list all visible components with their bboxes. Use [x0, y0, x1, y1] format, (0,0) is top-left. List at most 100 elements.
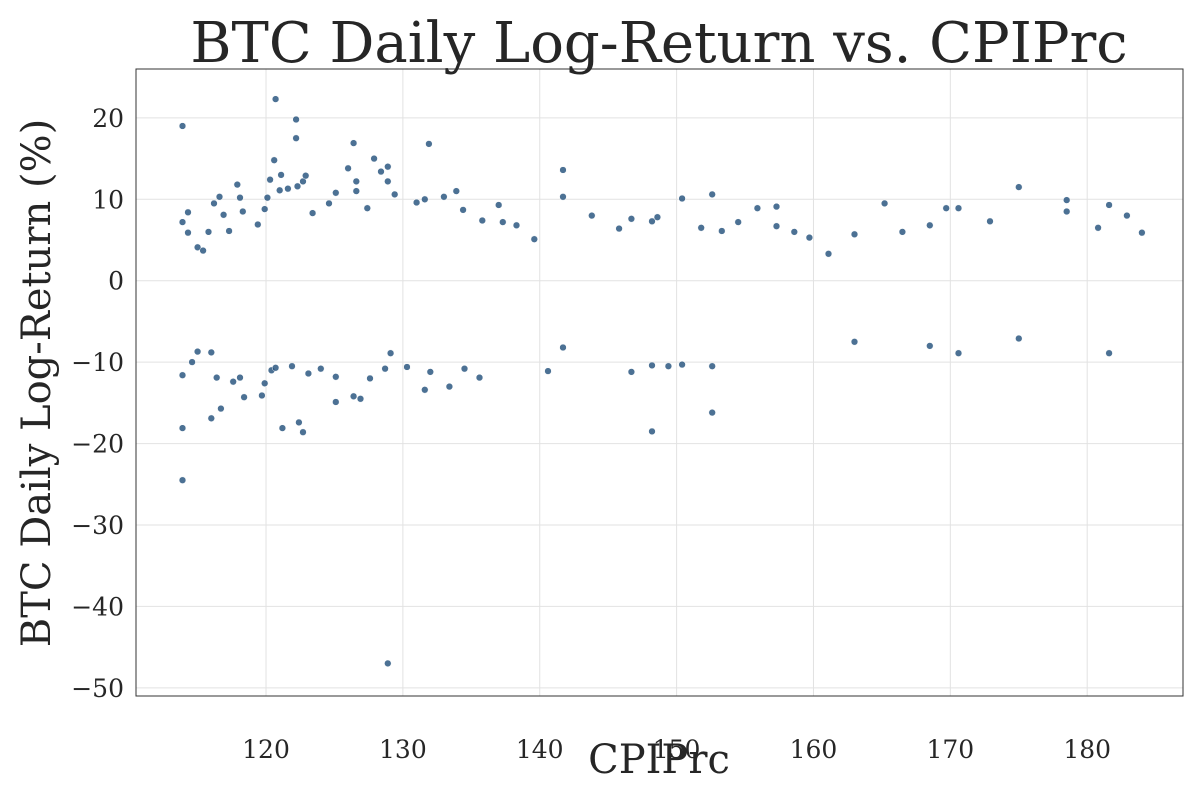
data-point: [1105, 349, 1113, 357]
data-point: [478, 216, 486, 225]
data-point: [363, 204, 371, 212]
data-point: [217, 404, 225, 413]
y-tick-label: −30: [71, 511, 124, 540]
y-tick-label: −40: [71, 592, 124, 621]
y-tick-label: −50: [71, 674, 124, 703]
data-point: [229, 378, 237, 386]
x-tick-label: 150: [653, 735, 701, 764]
data-point: [349, 392, 358, 400]
data-point: [384, 659, 392, 668]
data-point: [278, 424, 287, 432]
data-point: [370, 154, 378, 163]
data-point: [236, 373, 244, 382]
data-point: [718, 227, 726, 235]
x-tick-label: 160: [790, 735, 838, 764]
data-point: [381, 365, 389, 373]
data-point: [898, 228, 907, 236]
data-point: [499, 218, 507, 226]
data-point: [317, 365, 325, 373]
data-point: [445, 382, 454, 391]
data-point: [403, 363, 411, 371]
data-point: [664, 362, 673, 370]
chart-title: BTC Daily Log-Return vs. CPIPrc: [190, 11, 1127, 76]
data-point: [261, 379, 269, 387]
data-point: [276, 186, 284, 194]
data-point: [1063, 207, 1071, 216]
data-point: [954, 349, 963, 357]
data-point: [210, 199, 218, 208]
data-point: [332, 189, 340, 197]
data-point: [954, 204, 963, 212]
data-point: [986, 217, 994, 225]
data-point: [926, 221, 934, 229]
data-point: [1015, 334, 1023, 343]
data-point: [263, 194, 272, 202]
data-point: [391, 190, 399, 199]
data-point: [653, 213, 662, 221]
data-point: [627, 368, 636, 376]
y-tick-label: −20: [71, 430, 124, 459]
data-point: [544, 367, 552, 375]
x-tick-label: 170: [926, 735, 974, 764]
data-point: [178, 424, 187, 432]
data-point: [850, 230, 859, 238]
data-point: [772, 202, 781, 211]
data-point: [254, 220, 262, 229]
data-point: [648, 427, 656, 436]
data-point: [850, 338, 859, 346]
data-point: [199, 246, 207, 255]
data-point: [1105, 201, 1113, 209]
data-point: [240, 393, 248, 401]
data-point: [1063, 196, 1071, 204]
data-point: [1094, 224, 1102, 232]
data-point: [233, 180, 241, 189]
data-point: [559, 193, 567, 201]
data-point: [708, 362, 716, 370]
data-point: [648, 361, 656, 370]
data-point: [325, 199, 333, 208]
data-point: [366, 374, 374, 383]
data-point: [495, 201, 503, 209]
data-point: [421, 386, 429, 394]
data-point: [352, 187, 360, 195]
data-point: [239, 207, 247, 216]
x-tick-label: 140: [516, 735, 564, 764]
data-point: [460, 365, 469, 373]
data-point: [377, 167, 385, 176]
data-point: [308, 209, 317, 217]
x-tick-label: 130: [379, 735, 427, 764]
y-axis-label: BTC Daily Log-Return (%): [14, 119, 60, 647]
data-point: [178, 371, 187, 379]
data-point: [204, 228, 213, 236]
data-point: [1123, 211, 1131, 220]
data-point: [708, 408, 716, 417]
data-point: [213, 373, 221, 382]
data-point: [1015, 183, 1023, 191]
data-points: [178, 95, 1146, 668]
data-point: [292, 115, 300, 124]
data-point: [425, 140, 433, 148]
x-tick-label: 120: [242, 735, 290, 764]
data-point: [332, 398, 340, 406]
data-point: [926, 342, 934, 350]
x-axis-label: CPIPrc: [588, 737, 730, 783]
data-point: [412, 198, 421, 207]
data-point: [559, 166, 567, 174]
y-tick-label: 0: [108, 267, 124, 296]
data-point: [288, 362, 296, 370]
data-point: [332, 373, 340, 381]
data-point: [356, 395, 365, 403]
data-point: [188, 358, 196, 366]
data-point: [512, 221, 521, 229]
data-point: [295, 418, 303, 427]
data-point: [277, 171, 285, 179]
data-point: [184, 229, 192, 237]
data-point: [225, 227, 233, 235]
data-point: [215, 193, 224, 201]
data-point: [178, 218, 187, 226]
y-tick-label: 20: [92, 104, 124, 133]
data-point: [193, 243, 202, 251]
data-point: [440, 193, 448, 201]
data-point: [708, 190, 716, 199]
